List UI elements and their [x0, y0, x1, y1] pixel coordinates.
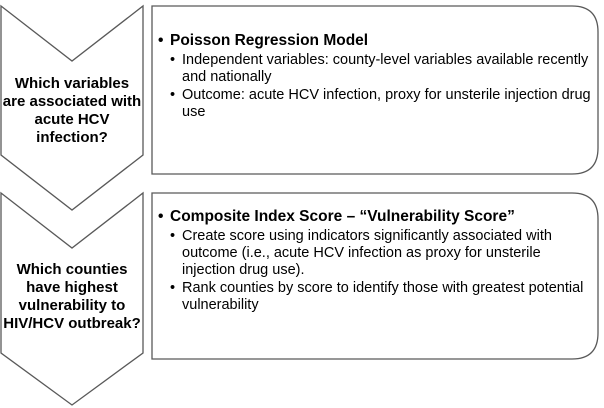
step-2-panel: Composite Index Score – “Vulnerability S…: [158, 207, 594, 315]
step-1-panel: Poisson Regression Model Independent var…: [158, 31, 594, 122]
step-1-bullet: Independent variables: county-level vari…: [170, 52, 594, 86]
step-1-bullet-list: Independent variables: county-level vari…: [158, 52, 594, 121]
step-2-title: Composite Index Score – “Vulnerability S…: [158, 207, 594, 226]
step-1-bullet: Outcome: acute HCV infection, proxy for …: [170, 87, 594, 121]
step-2-bullet: Rank counties by score to identify those…: [170, 280, 594, 314]
step-1-question: Which variables are associated with acut…: [2, 75, 142, 146]
step-2-question: Which counties have highest vulnerabilit…: [3, 261, 141, 332]
step-2-bullet-list: Create score using indicators significan…: [158, 228, 594, 314]
step-1-title: Poisson Regression Model: [158, 31, 594, 50]
step-1-chevron-arrow: [0, 4, 144, 211]
step-2-bullet: Create score using indicators significan…: [170, 228, 594, 279]
step-2-chevron-arrow: [0, 191, 144, 406]
